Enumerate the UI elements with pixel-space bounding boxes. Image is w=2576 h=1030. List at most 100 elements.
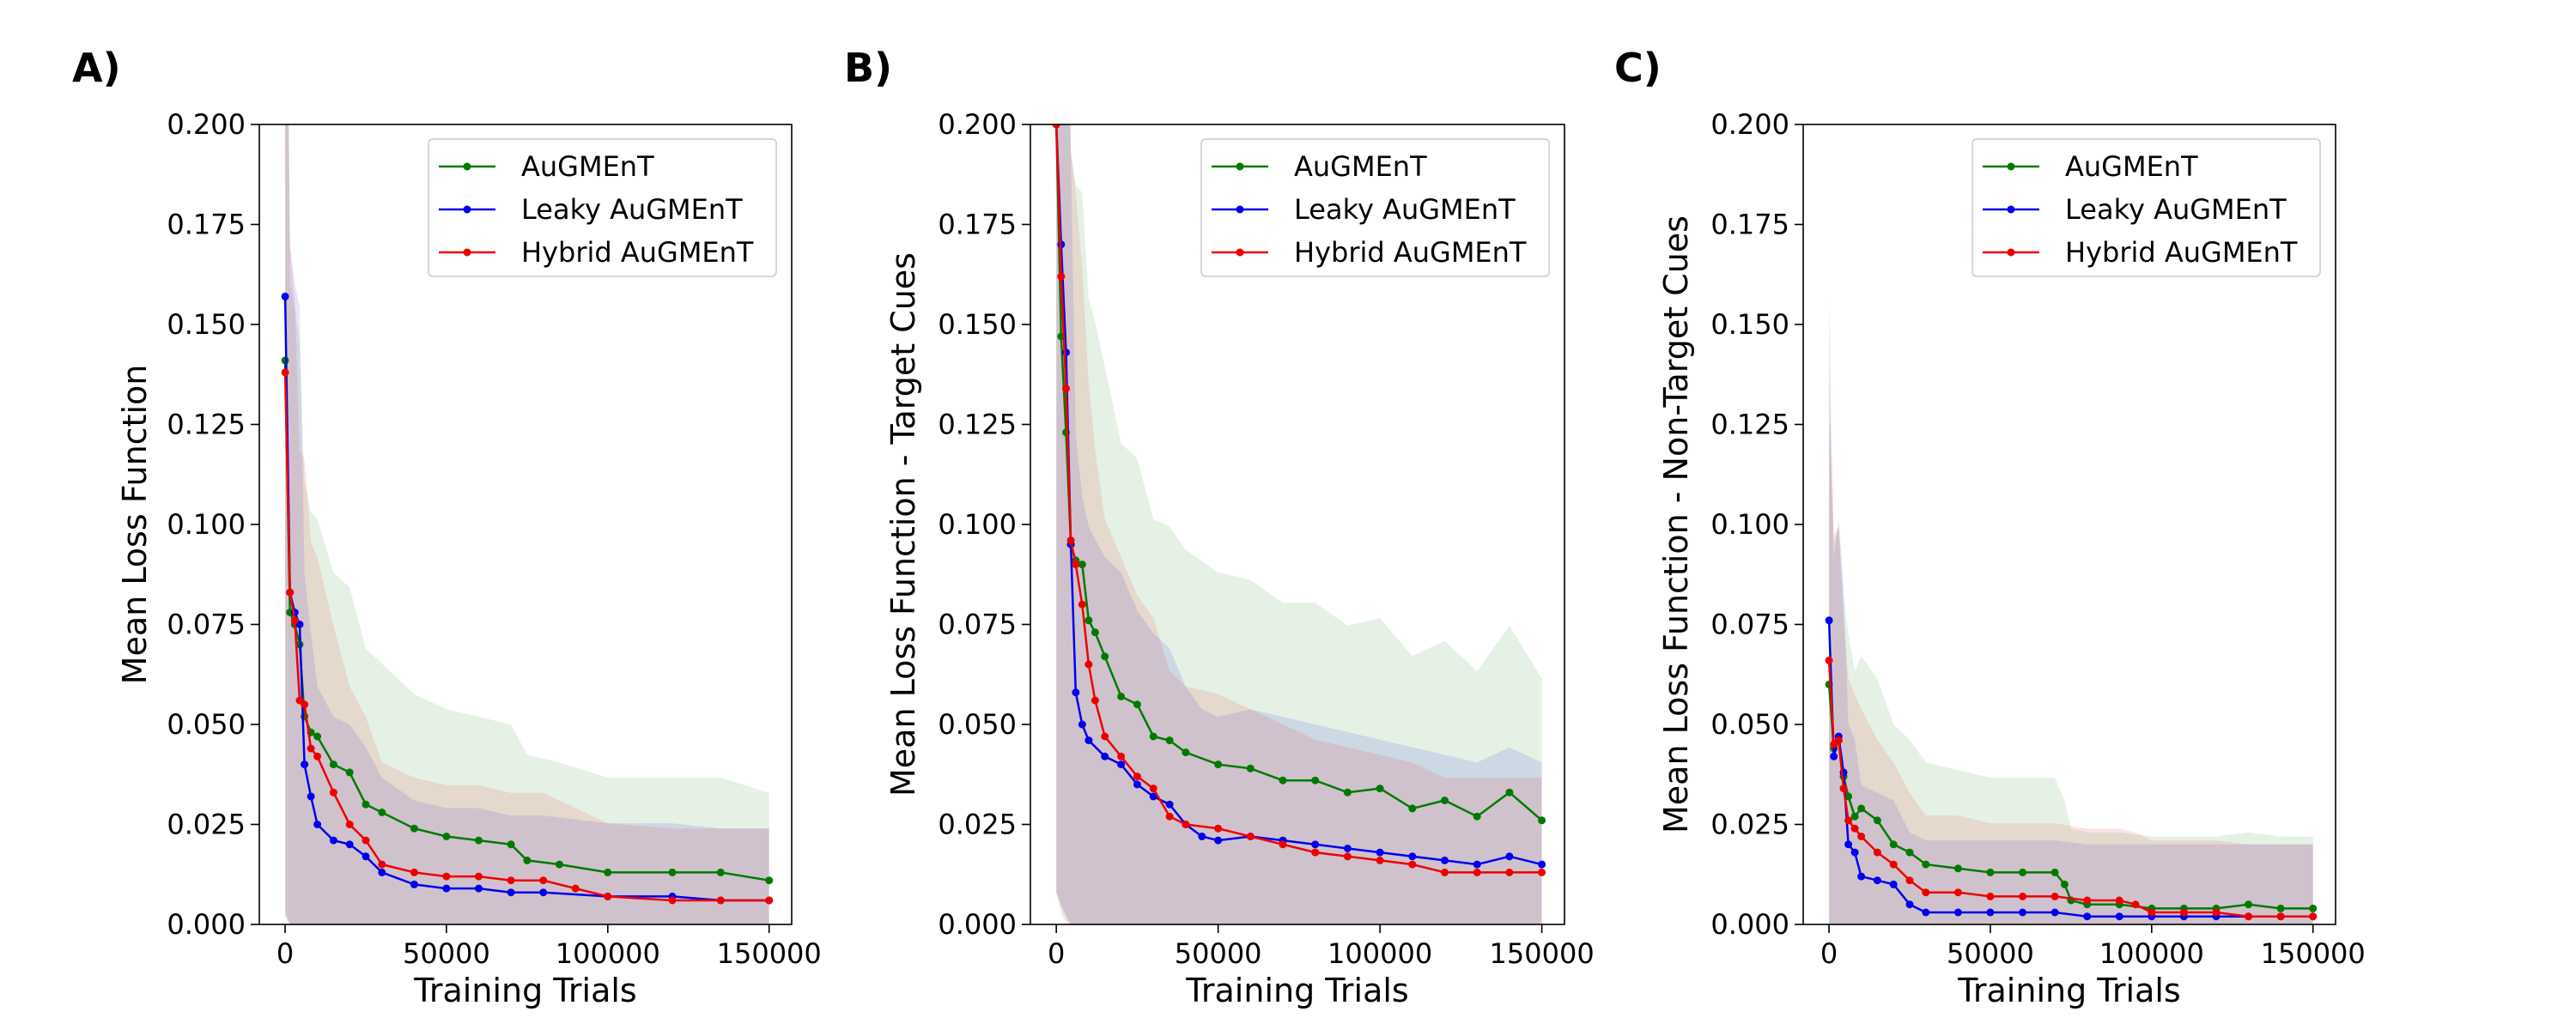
data-point	[1844, 792, 1853, 801]
legend-item-3: Hybrid AuGMEnT	[1983, 236, 2298, 269]
data-point	[2060, 880, 2069, 888]
legend-marker	[2007, 248, 2015, 257]
y-tick-label: 0.050	[167, 708, 246, 741]
data-point	[1538, 860, 1546, 869]
data-point	[290, 616, 299, 625]
data-point	[1066, 536, 1075, 545]
series-line	[1827, 660, 2313, 918]
data-point	[1072, 688, 1080, 697]
data-point	[2245, 900, 2252, 909]
legend-label: AuGMEnT	[521, 150, 654, 183]
data-point	[1182, 748, 1190, 757]
data-point	[2019, 908, 2026, 917]
data-point	[1149, 732, 1157, 741]
data-point	[475, 884, 483, 893]
data-point	[1834, 736, 1843, 745]
data-point	[329, 788, 337, 797]
data-point	[286, 588, 295, 597]
plot-area	[1052, 124, 1546, 924]
data-point	[1165, 736, 1174, 745]
data-point	[329, 836, 337, 845]
data-point	[1084, 616, 1093, 625]
y-tick-label: 0.100	[938, 508, 1017, 541]
data-point	[1922, 888, 1930, 897]
variance-band-2	[285, 124, 769, 924]
legend: AuGMEnT Leaky AuGMEnT Hybrid AuGMEnT	[1200, 138, 1550, 277]
data-point	[1198, 833, 1206, 840]
data-point	[1376, 848, 1384, 857]
x-tick-label: 150000	[1490, 937, 1595, 970]
legend: AuGMEnT Leaky AuGMEnT Hybrid AuGMEnT	[428, 138, 777, 277]
data-point	[1953, 908, 1962, 917]
legend-item-1: AuGMEnT	[439, 150, 654, 183]
data-point	[716, 868, 725, 876]
data-point	[301, 760, 309, 769]
x-axis-label: Training Trials	[1185, 972, 1408, 1009]
data-point	[1473, 868, 1481, 876]
data-point	[1922, 860, 1930, 869]
x-tick-label: 50000	[1947, 937, 2034, 970]
legend-label: Hybrid AuGMEnT	[2065, 236, 2298, 269]
legend-marker	[463, 248, 471, 257]
data-point	[1441, 868, 1449, 876]
data-point	[1091, 628, 1099, 637]
data-point	[2276, 904, 2285, 912]
data-point	[1182, 821, 1190, 828]
data-point	[1889, 860, 1898, 869]
legend-label: AuGMEnT	[2065, 150, 2198, 183]
data-point	[307, 744, 315, 753]
data-point	[410, 868, 418, 876]
data-point	[281, 292, 289, 300]
legend-marker	[1236, 205, 1244, 214]
data-point	[523, 856, 532, 864]
data-point	[1165, 812, 1174, 821]
data-point	[1986, 868, 1995, 876]
variance-band-3	[1056, 124, 1542, 924]
data-point	[410, 880, 418, 888]
data-point	[1986, 908, 1995, 917]
y-tick-label: 0.050	[1710, 708, 1789, 741]
data-point	[765, 876, 774, 885]
data-point	[1052, 124, 1060, 129]
variance-band-1	[285, 124, 769, 924]
y-tick-label: 0.175	[938, 209, 1017, 241]
data-point	[301, 700, 309, 709]
legend-box	[428, 138, 777, 277]
data-point	[2115, 912, 2123, 921]
data-point	[1214, 760, 1223, 769]
y-axis-label: Mean Loss Function - Target Cues	[884, 252, 922, 797]
data-point	[539, 876, 548, 885]
data-point	[556, 860, 563, 869]
y-tick-label: 0.100	[167, 508, 246, 541]
variance-band-2	[1829, 299, 2313, 924]
data-point	[1078, 560, 1086, 569]
data-point	[1538, 816, 1546, 825]
x-axis-label: Training Trials	[1957, 972, 2180, 1009]
data-point	[2245, 912, 2252, 921]
legend-item-1: AuGMEnT	[1212, 150, 1427, 183]
legend-label: Leaky AuGMEnT	[521, 193, 743, 226]
data-point	[1117, 692, 1126, 700]
data-point	[1857, 833, 1866, 840]
data-point	[1408, 860, 1417, 869]
data-point	[345, 768, 354, 777]
y-tick-label: 0.125	[1710, 409, 1789, 441]
data-point	[765, 896, 774, 905]
data-point	[307, 792, 315, 801]
series-3	[281, 368, 774, 905]
data-point	[1873, 876, 1881, 885]
legend-label: Hybrid AuGMEnT	[1294, 236, 1527, 269]
panel-letter: B)	[844, 45, 892, 91]
data-point	[1889, 840, 1898, 849]
data-point	[378, 809, 386, 816]
data-point	[1830, 752, 1838, 760]
legend-item-3: Hybrid AuGMEnT	[1212, 236, 1527, 269]
data-point	[1473, 860, 1481, 869]
data-point	[1133, 772, 1141, 781]
data-point	[1078, 600, 1086, 609]
data-point	[361, 852, 370, 861]
y-tick-label: 0.025	[938, 809, 1017, 841]
data-point	[410, 824, 418, 833]
data-point	[507, 888, 515, 897]
x-tick-label: 0	[276, 937, 294, 970]
